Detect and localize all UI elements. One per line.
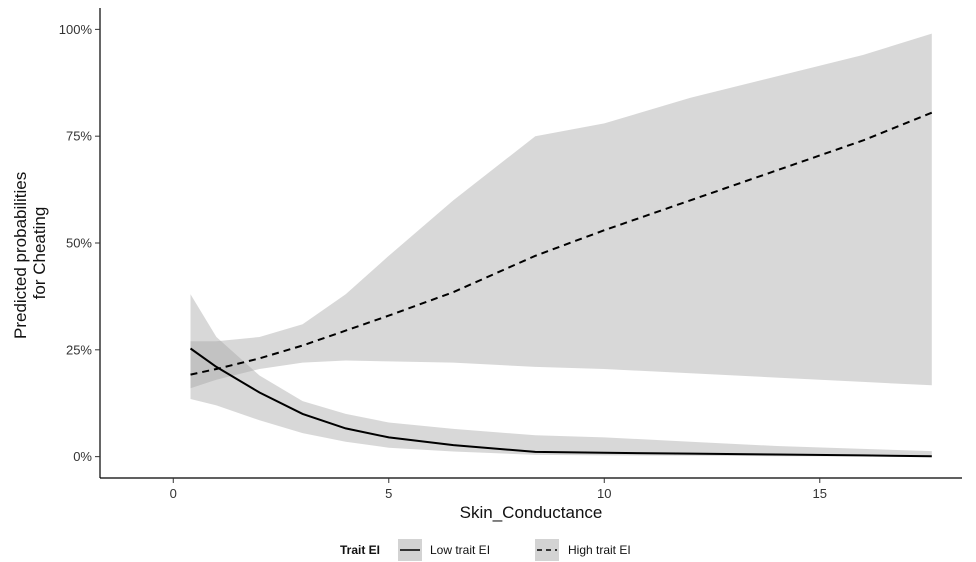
series-lines [189, 111, 933, 458]
x-tick-label: 10 [597, 486, 611, 501]
y-axis-title-line-2: for Cheating [30, 207, 49, 300]
legend-item-low: Low trait EI [398, 539, 490, 561]
legend-label-high: High trait EI [568, 543, 631, 557]
confidence-ribbons [190, 33, 932, 457]
x-axis-title: Skin_Conductance [460, 503, 603, 522]
legend: Trait EI Low trait EI High trait EI [340, 539, 631, 561]
y-tick-label: 50% [66, 236, 92, 251]
y-tick-label: 100% [59, 22, 93, 37]
legend-title: Trait EI [340, 543, 380, 557]
x-tick-label: 15 [813, 486, 827, 501]
line-series-0 [189, 347, 932, 458]
y-tick-label: 0% [73, 449, 92, 464]
x-tick-label: 5 [385, 486, 392, 501]
y-tick-label: 25% [66, 342, 92, 357]
legend-item-high: High trait EI [535, 539, 631, 561]
x-tick-label: 0 [170, 486, 177, 501]
legend-label-low: Low trait EI [430, 543, 490, 557]
y-tick-label: 75% [66, 129, 92, 144]
y-axis-title: Predicted probabilities for Cheating [11, 167, 49, 339]
ticks: 0% 25% 50% 75% 100% 0 5 10 15 [59, 22, 827, 501]
ribbon-series-1 [190, 33, 932, 389]
y-axis-title-line-1: Predicted probabilities [11, 172, 30, 339]
